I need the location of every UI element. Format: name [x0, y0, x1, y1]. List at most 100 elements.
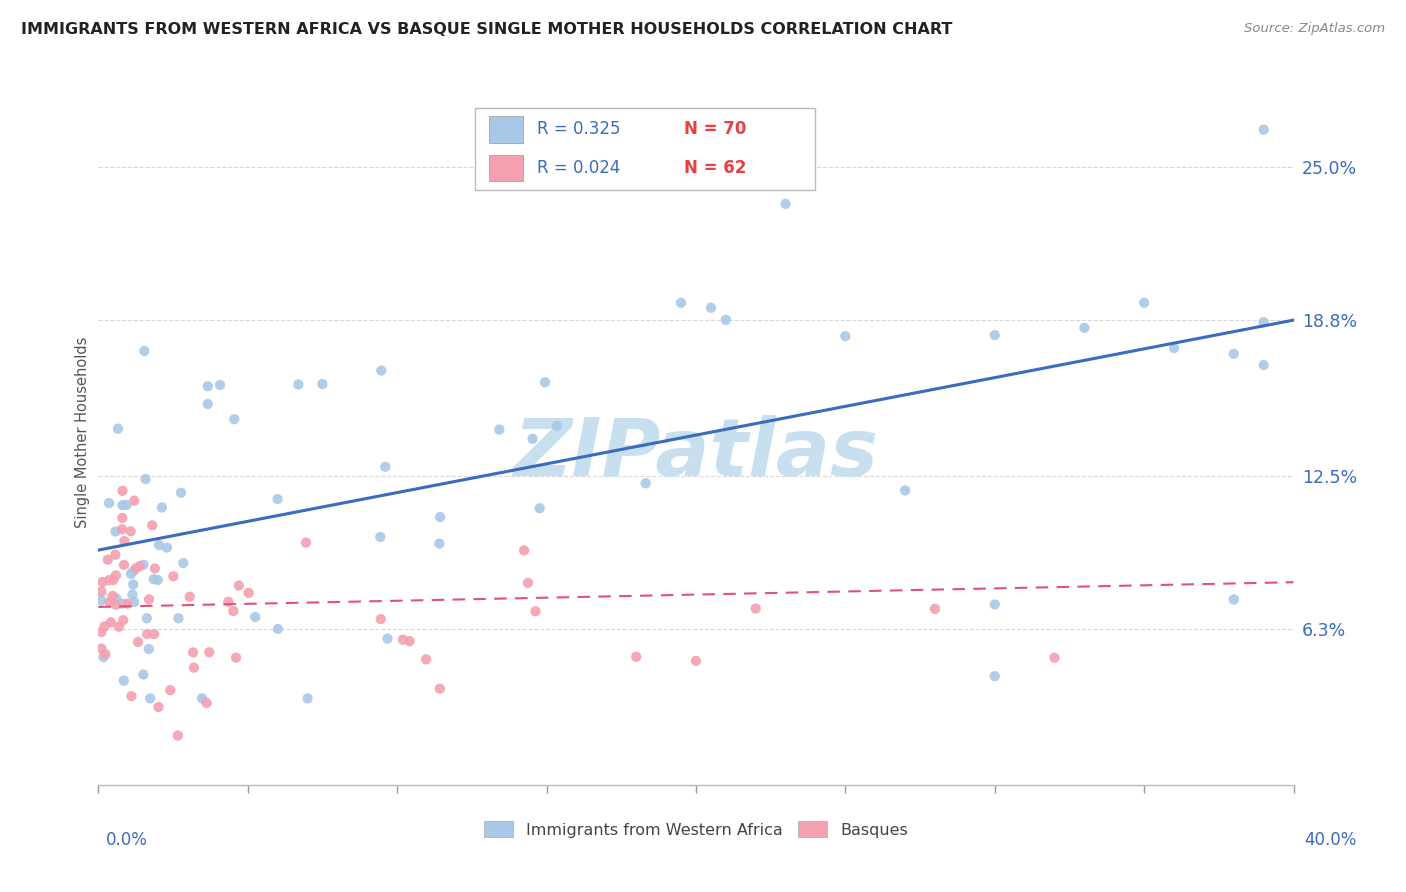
Point — [415, 652, 437, 666]
Point — [1253, 122, 1275, 136]
Point — [136, 627, 159, 641]
Point — [245, 610, 267, 624]
Point — [90, 584, 112, 599]
Point — [217, 595, 239, 609]
Point — [115, 498, 138, 512]
Point — [522, 432, 544, 446]
Point — [98, 496, 121, 510]
Point — [142, 572, 165, 586]
Point — [546, 418, 568, 433]
Point — [197, 397, 219, 411]
Point — [138, 642, 160, 657]
Point — [93, 650, 115, 665]
FancyBboxPatch shape — [489, 116, 523, 143]
Point — [90, 624, 112, 639]
Point — [224, 412, 246, 426]
Point — [1073, 321, 1095, 335]
Point — [141, 518, 163, 533]
Point — [685, 654, 707, 668]
Point — [1223, 592, 1246, 607]
Point — [669, 295, 692, 310]
Point — [143, 561, 166, 575]
Point — [98, 573, 121, 587]
Point — [225, 650, 247, 665]
Point — [984, 328, 1007, 343]
Point — [529, 501, 551, 516]
FancyBboxPatch shape — [489, 154, 523, 181]
Point — [135, 611, 157, 625]
Point — [135, 472, 157, 486]
Point — [984, 598, 1007, 612]
Point — [370, 363, 392, 377]
Point — [105, 591, 128, 606]
Point — [120, 689, 142, 703]
Point — [90, 641, 112, 656]
Point — [156, 541, 179, 555]
Point — [181, 645, 204, 659]
Point — [107, 422, 129, 436]
Point — [132, 667, 155, 681]
Point — [167, 611, 190, 625]
Point — [191, 691, 214, 706]
Point — [429, 510, 451, 524]
Point — [111, 522, 134, 536]
Point — [112, 534, 135, 549]
Text: ZIPatlas: ZIPatlas — [513, 415, 879, 492]
Point — [513, 543, 536, 558]
Point — [287, 377, 309, 392]
Point — [111, 498, 134, 512]
Point — [93, 619, 115, 633]
Point — [100, 615, 122, 630]
Point — [121, 587, 143, 601]
Text: IMMIGRANTS FROM WESTERN AFRICA VS BASQUE SINGLE MOTHER HOUSEHOLDS CORRELATION CH: IMMIGRANTS FROM WESTERN AFRICA VS BASQUE… — [21, 22, 952, 37]
Point — [370, 612, 392, 626]
Point — [97, 552, 120, 566]
Point — [103, 573, 125, 587]
Point — [775, 197, 797, 211]
Point — [398, 634, 420, 648]
Text: N = 62: N = 62 — [685, 159, 747, 177]
Point — [125, 561, 148, 575]
Point — [112, 673, 135, 688]
FancyBboxPatch shape — [475, 109, 815, 189]
Point — [148, 700, 170, 714]
Point — [162, 569, 184, 583]
Text: 40.0%: 40.0% — [1305, 831, 1357, 849]
Point — [150, 500, 173, 515]
Point — [138, 592, 160, 607]
Point — [834, 329, 856, 343]
Point — [132, 558, 155, 572]
Point — [104, 548, 127, 562]
Point — [267, 622, 290, 636]
Point — [94, 647, 117, 661]
Point — [172, 556, 194, 570]
Point — [134, 344, 156, 359]
Point — [626, 649, 648, 664]
Point — [120, 566, 142, 581]
Point — [104, 524, 127, 539]
Y-axis label: Single Mother Households: Single Mother Households — [75, 337, 90, 528]
Point — [112, 613, 135, 627]
Point — [104, 598, 127, 612]
Point — [159, 683, 181, 698]
Point — [1223, 347, 1246, 361]
Point — [524, 604, 547, 618]
Point — [924, 602, 946, 616]
Point — [198, 645, 221, 659]
Point — [179, 590, 201, 604]
Point — [714, 313, 737, 327]
Point — [368, 530, 391, 544]
Point — [1043, 650, 1066, 665]
Point — [392, 632, 415, 647]
Point — [700, 301, 723, 315]
Point — [429, 681, 451, 696]
Point — [124, 493, 146, 508]
Point — [122, 565, 145, 579]
Text: R = 0.024: R = 0.024 — [537, 159, 620, 177]
Point — [112, 558, 135, 572]
Text: 0.0%: 0.0% — [105, 831, 148, 849]
Point — [104, 568, 127, 582]
Point — [488, 423, 510, 437]
Point — [197, 379, 219, 393]
Point — [111, 597, 134, 611]
